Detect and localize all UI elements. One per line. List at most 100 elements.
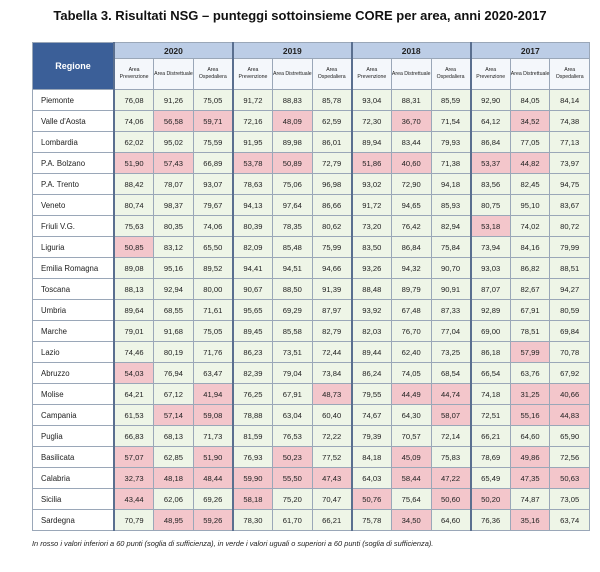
value-cell: 79,04 xyxy=(272,362,313,384)
value-cell: 88,51 xyxy=(549,257,590,279)
region-cell: Abruzzo xyxy=(32,362,115,384)
value-cell: 79,67 xyxy=(192,194,234,216)
value-cell: 76,36 xyxy=(469,509,511,531)
value-cell: 89,52 xyxy=(192,257,234,279)
year-header: 2017 xyxy=(469,42,590,59)
value-cell: 78,07 xyxy=(153,173,194,195)
value-cell: 68,54 xyxy=(430,362,472,384)
value-cell: 51,86 xyxy=(350,152,392,174)
table-row: P.A. Bolzano 51,90 57,43 66,89 53,78 50,89 72,… xyxy=(32,152,590,174)
value-cell: 44,49 xyxy=(390,383,432,405)
value-cell: 95,16 xyxy=(153,257,194,279)
value-cell: 96,98 xyxy=(311,173,353,195)
value-cell: 57,07 xyxy=(113,446,155,468)
region-cell: Molise xyxy=(32,383,115,405)
value-cell: 80,72 xyxy=(549,215,590,237)
value-cell: 94,75 xyxy=(549,173,590,195)
area-header: Area Distrettuale xyxy=(509,58,551,90)
region-cell: Lombardia xyxy=(32,131,115,153)
value-cell: 50,20 xyxy=(469,488,511,510)
value-cell: 50,60 xyxy=(430,488,472,510)
value-cell: 91,68 xyxy=(153,320,194,342)
value-cell: 54,03 xyxy=(113,362,155,384)
value-cell: 50,63 xyxy=(549,467,590,489)
value-cell: 57,14 xyxy=(153,404,194,426)
area-header: Area Ospedaliera xyxy=(311,58,353,90)
value-cell: 70,78 xyxy=(549,341,590,363)
value-cell: 85,59 xyxy=(430,89,472,111)
value-cell: 56,58 xyxy=(153,110,194,132)
value-cell: 43,44 xyxy=(113,488,155,510)
value-cell: 78,30 xyxy=(231,509,273,531)
value-cell: 84,16 xyxy=(509,236,551,258)
value-cell: 90,91 xyxy=(430,278,472,300)
value-cell: 32,73 xyxy=(113,467,155,489)
value-cell: 75,59 xyxy=(192,131,234,153)
value-cell: 87,97 xyxy=(311,299,353,321)
value-cell: 73,20 xyxy=(350,215,392,237)
value-cell: 72,56 xyxy=(549,446,590,468)
region-cell: Valle d'Aosta xyxy=(32,110,115,132)
value-cell: 48,44 xyxy=(192,467,234,489)
area-header: Area Ospedaliera xyxy=(192,58,234,90)
value-cell: 91,95 xyxy=(231,131,273,153)
value-cell: 79,99 xyxy=(549,236,590,258)
value-cell: 62,59 xyxy=(311,110,353,132)
value-cell: 82,09 xyxy=(231,236,273,258)
value-cell: 53,18 xyxy=(469,215,511,237)
value-cell: 86,23 xyxy=(231,341,273,363)
value-cell: 74,38 xyxy=(549,110,590,132)
value-cell: 72,22 xyxy=(311,425,353,447)
value-cell: 79,39 xyxy=(350,425,392,447)
value-cell: 62,85 xyxy=(153,446,194,468)
area-header: Area Prevenzione xyxy=(113,58,155,90)
value-cell: 47,35 xyxy=(509,467,551,489)
value-cell: 71,76 xyxy=(192,341,234,363)
year-header: 2020 xyxy=(113,42,234,59)
table-row: Valle d'Aosta 74,06 56,58 59,71 72,16 48,09 62… xyxy=(32,110,590,132)
region-cell: Sardegna xyxy=(32,509,115,531)
footnote: In rosso i valori inferiori a 60 punti (… xyxy=(32,539,434,548)
table-row: Sardegna 70,79 48,95 59,26 78,30 61,70 66,21 75… xyxy=(32,509,590,531)
value-cell: 94,32 xyxy=(390,257,432,279)
value-cell: 94,66 xyxy=(311,257,353,279)
value-cell: 60,40 xyxy=(311,404,353,426)
value-cell: 71,54 xyxy=(430,110,472,132)
value-cell: 59,90 xyxy=(231,467,273,489)
value-cell: 48,09 xyxy=(272,110,313,132)
value-cell: 74,06 xyxy=(192,215,234,237)
value-cell: 72,14 xyxy=(430,425,472,447)
region-cell: Basilicata xyxy=(32,446,115,468)
value-cell: 75,63 xyxy=(113,215,155,237)
value-cell: 89,64 xyxy=(113,299,155,321)
value-cell: 71,73 xyxy=(192,425,234,447)
year-row: Regione 2020 2019 2018 2017 xyxy=(32,42,590,90)
value-cell: 75,78 xyxy=(350,509,392,531)
value-cell: 80,74 xyxy=(113,194,155,216)
value-cell: 88,13 xyxy=(113,278,155,300)
value-cell: 86,01 xyxy=(311,131,353,153)
value-cell: 76,53 xyxy=(272,425,313,447)
value-cell: 93,07 xyxy=(192,173,234,195)
value-cell: 80,75 xyxy=(469,194,511,216)
value-cell: 86,66 xyxy=(311,194,353,216)
value-cell: 72,16 xyxy=(231,110,273,132)
value-cell: 82,79 xyxy=(311,320,353,342)
value-cell: 85,78 xyxy=(311,89,353,111)
value-cell: 71,61 xyxy=(192,299,234,321)
value-cell: 50,85 xyxy=(113,236,155,258)
value-cell: 80,19 xyxy=(153,341,194,363)
area-header: Area Ospedaliera xyxy=(430,58,472,90)
value-cell: 78,88 xyxy=(231,404,273,426)
value-cell: 86,84 xyxy=(390,236,432,258)
value-cell: 87,33 xyxy=(430,299,472,321)
value-cell: 53,78 xyxy=(231,152,273,174)
value-cell: 90,67 xyxy=(231,278,273,300)
value-cell: 80,39 xyxy=(231,215,273,237)
region-cell: Umbria xyxy=(32,299,115,321)
area-header: Area Prevenzione xyxy=(350,58,392,90)
table-row: P.A. Trento 88,42 78,07 93,07 78,63 75,06 96,9… xyxy=(32,173,590,195)
value-cell: 74,67 xyxy=(350,404,392,426)
value-cell: 94,13 xyxy=(231,194,273,216)
table-row: Molise 64,21 67,12 41,94 76,25 67,91 48,73 79,5… xyxy=(32,383,590,405)
